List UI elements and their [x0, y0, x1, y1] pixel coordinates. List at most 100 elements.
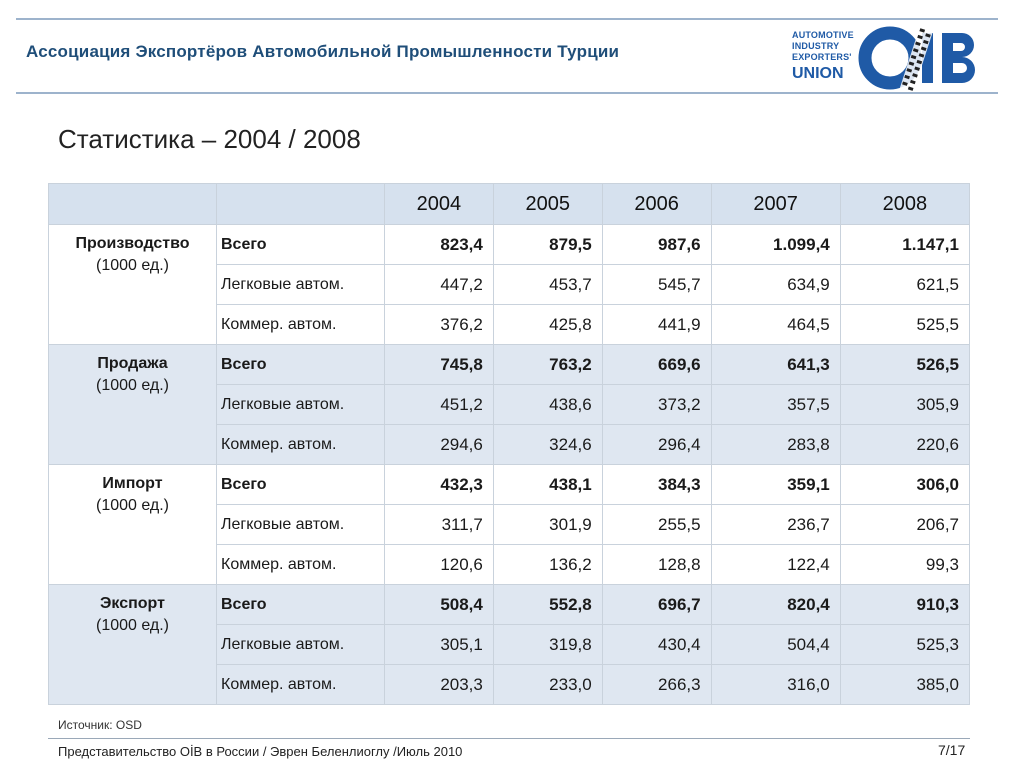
value-cell: 305,1 [384, 624, 494, 665]
year-header: 2005 [492, 183, 603, 225]
category-cell: Продажа (1000 ед.) [48, 344, 217, 465]
table-row: Импорт (1000 ед.) Всего 432,3 438,1 384,… [48, 464, 971, 585]
header-empty-cell [216, 183, 385, 225]
table-row: Экспорт (1000 ед.) Всего 508,4 552,8 696… [48, 584, 971, 705]
value-cell: 283,8 [710, 424, 841, 465]
table-row: Легковые автом. 451,2 438,6 373,2 357,5 … [49, 384, 971, 425]
value-cell: 296,4 [601, 424, 712, 465]
value-cell: 696,7 [601, 584, 712, 625]
value-cell: 136,2 [492, 544, 603, 585]
category-name: Продажа [97, 355, 168, 372]
value-cell: 545,7 [601, 264, 712, 305]
footer-rule [48, 738, 970, 739]
value-cell: 621,5 [839, 264, 971, 305]
value-cell: 1.147,1 [839, 224, 971, 265]
row-label: Коммер. автом. [216, 544, 385, 585]
row-label: Коммер. автом. [216, 304, 385, 345]
value-cell: 373,2 [601, 384, 712, 425]
value-cell: 306,0 [839, 464, 971, 505]
value-cell: 385,0 [839, 664, 971, 705]
value-cell: 233,0 [492, 664, 603, 705]
logo-line-1: AUTOMOTIVE [792, 30, 854, 40]
value-cell: 255,5 [601, 504, 712, 545]
table-row: Коммер. автом. 203,3 233,0 266,3 316,0 3… [49, 664, 971, 705]
value-cell: 453,7 [492, 264, 603, 305]
row-label: Легковые автом. [216, 624, 385, 665]
category-cell: Экспорт (1000 ед.) [48, 584, 217, 705]
category-name: Экспорт [100, 595, 165, 612]
table-row: Производство (1000 ед.) Всего 823,4 879,… [48, 224, 971, 345]
value-cell: 879,5 [492, 224, 603, 265]
value-cell: 203,3 [384, 664, 494, 705]
value-cell: 451,2 [384, 384, 494, 425]
value-cell: 464,5 [710, 304, 841, 345]
value-cell: 316,0 [710, 664, 841, 705]
category-cell: Производство (1000 ед.) [48, 224, 217, 345]
value-cell: 122,4 [710, 544, 841, 585]
value-cell: 525,3 [839, 624, 971, 665]
value-cell: 526,5 [839, 344, 971, 385]
table-row: Легковые автом. 311,7 301,9 255,5 236,7 … [49, 504, 971, 545]
value-cell: 266,3 [601, 664, 712, 705]
category-unit: (1000 ед.) [95, 617, 170, 634]
value-cell: 236,7 [710, 504, 841, 545]
value-cell: 206,7 [839, 504, 971, 545]
table-row: Легковые автом. 447,2 453,7 545,7 634,9 … [49, 264, 971, 305]
value-cell: 324,6 [492, 424, 603, 465]
value-cell: 441,9 [601, 304, 712, 345]
value-cell: 447,2 [384, 264, 494, 305]
row-label: Коммер. автом. [216, 664, 385, 705]
table-row: Коммер. автом. 294,6 324,6 296,4 283,8 2… [49, 424, 971, 465]
value-cell: 508,4 [384, 584, 494, 625]
value-cell: 987,6 [601, 224, 712, 265]
row-label: Всего [216, 344, 385, 385]
logo-line-big: UNION [792, 65, 844, 82]
row-label: Легковые автом. [216, 504, 385, 545]
table-row: Коммер. автом. 120,6 136,2 128,8 122,4 9… [49, 544, 971, 585]
value-cell: 301,9 [492, 504, 603, 545]
category-unit: (1000 ед.) [95, 377, 170, 394]
table-row: Коммер. автом. 376,2 425,8 441,9 464,5 5… [49, 304, 971, 345]
value-cell: 376,2 [384, 304, 494, 345]
table-row: Легковые автом. 305,1 319,8 430,4 504,4 … [49, 624, 971, 665]
value-cell: 669,6 [601, 344, 712, 385]
value-cell: 220,6 [839, 424, 971, 465]
year-header: 2007 [710, 183, 841, 225]
row-label: Всего [216, 584, 385, 625]
header-bottom-rule [16, 92, 998, 94]
value-cell: 745,8 [384, 344, 494, 385]
value-cell: 357,5 [710, 384, 841, 425]
year-header: 2008 [839, 183, 971, 225]
value-cell: 820,4 [710, 584, 841, 625]
value-cell: 763,2 [492, 344, 603, 385]
row-label: Легковые автом. [216, 264, 385, 305]
value-cell: 99,3 [839, 544, 971, 585]
row-label: Всего [216, 224, 385, 265]
value-cell: 430,4 [601, 624, 712, 665]
category-unit: (1000 ед.) [95, 497, 170, 514]
value-cell: 120,6 [384, 544, 494, 585]
org-title: Ассоциация Экспортёров Автомобильной Про… [26, 42, 620, 61]
value-cell: 432,3 [384, 464, 494, 505]
year-header: 2006 [601, 183, 712, 225]
table-header-row: 2004 2005 2006 2007 2008 [48, 183, 971, 225]
value-cell: 1.099,4 [710, 224, 841, 265]
logo-text: AUTOMOTIVE INDUSTRY EXPORTERS' UNION [792, 30, 858, 82]
category-name: Импорт [102, 475, 163, 492]
value-cell: 384,3 [601, 464, 712, 505]
category-cell: Импорт (1000 ед.) [48, 464, 217, 585]
year-header: 2004 [384, 183, 494, 225]
row-label: Всего [216, 464, 385, 505]
header-top-rule [16, 18, 998, 20]
source-note: Источник: OSD [58, 718, 142, 732]
category-name: Производство [75, 235, 190, 252]
value-cell: 128,8 [601, 544, 712, 585]
statistics-table: 2004 2005 2006 2007 2008 Производство (1… [48, 183, 971, 705]
oib-logo-mark [858, 26, 975, 92]
value-cell: 823,4 [384, 224, 494, 265]
row-label: Коммер. автом. [216, 424, 385, 465]
logo-line-3: EXPORTERS' [792, 52, 852, 62]
category-unit: (1000 ед.) [95, 257, 170, 274]
value-cell: 634,9 [710, 264, 841, 305]
table-row: Продажа (1000 ед.) Всего 745,8 763,2 669… [48, 344, 971, 465]
